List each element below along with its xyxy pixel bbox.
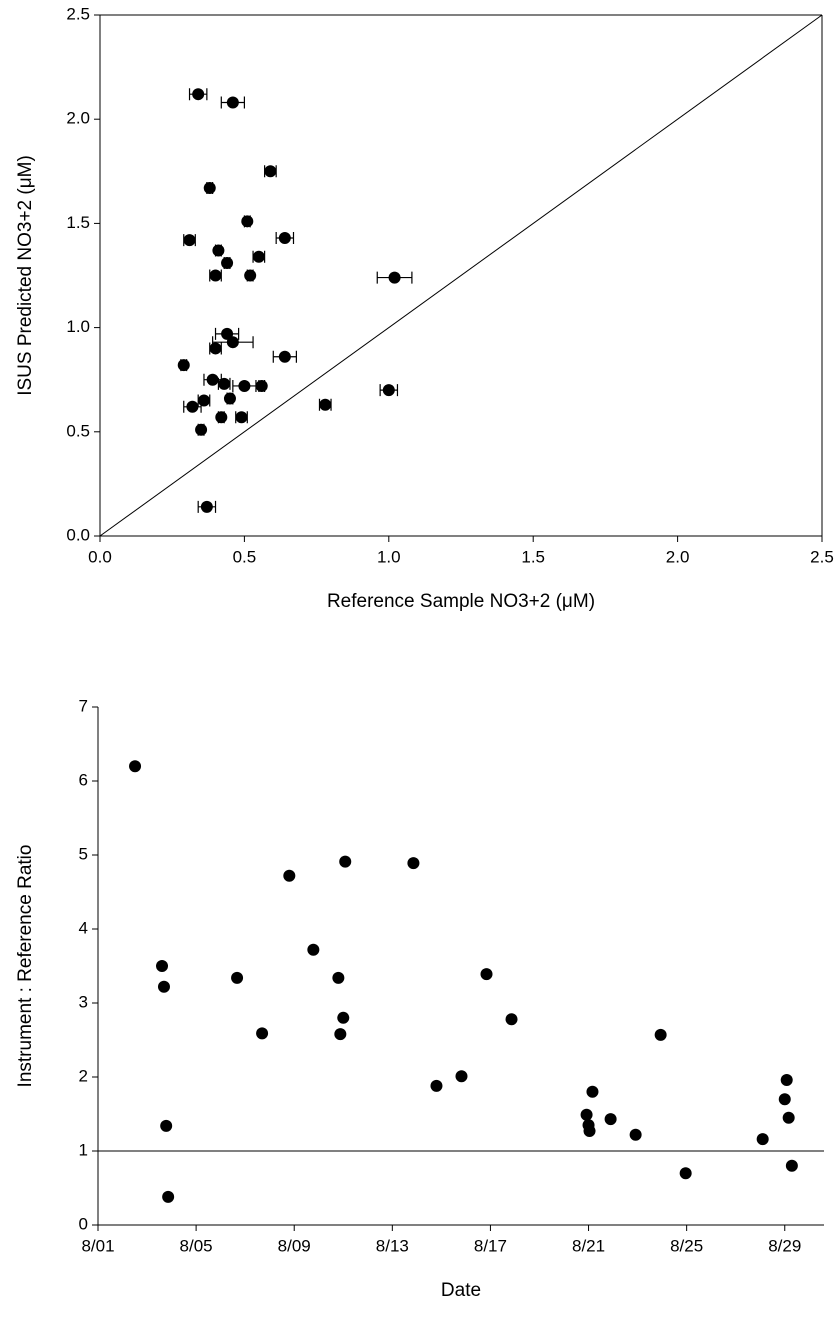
x-tick-label: 8/29: [768, 1236, 801, 1255]
point: [206, 373, 219, 386]
x-tick-label: 1.5: [521, 547, 545, 566]
point: [455, 1070, 468, 1083]
point: [278, 231, 291, 244]
point: [780, 1073, 793, 1086]
point: [407, 857, 420, 870]
point: [480, 968, 493, 981]
y-axis-label: Instrument : Reference Ratio: [15, 845, 36, 1088]
point: [785, 1159, 798, 1172]
point: [221, 256, 234, 269]
y-tick-label: 0.0: [66, 525, 90, 544]
y-tick-label: 2.5: [66, 4, 90, 23]
point: [209, 269, 222, 282]
point: [195, 423, 208, 436]
y-tick-label: 7: [79, 696, 88, 715]
point: [162, 1190, 175, 1203]
y-tick-label: 5: [79, 844, 88, 863]
y-tick-label: 2: [79, 1066, 88, 1085]
point: [319, 398, 332, 411]
point: [782, 1111, 795, 1124]
point: [388, 271, 401, 284]
x-axis-label: Reference Sample NO3+2 (μM): [327, 591, 595, 612]
point: [586, 1085, 599, 1098]
point: [238, 379, 251, 392]
y-tick-label: 3: [79, 992, 88, 1011]
point: [157, 980, 170, 993]
point: [226, 96, 239, 109]
point: [339, 855, 352, 868]
point: [430, 1079, 443, 1092]
point: [223, 392, 236, 405]
x-tick-label: 2.5: [810, 547, 834, 566]
point: [252, 250, 265, 263]
point: [221, 327, 234, 340]
y-tick-label: 6: [79, 770, 88, 789]
x-tick-label: 8/09: [278, 1236, 311, 1255]
point: [332, 971, 345, 984]
point: [209, 342, 222, 355]
point: [160, 1119, 173, 1132]
point: [177, 359, 190, 372]
point: [255, 379, 268, 392]
point: [505, 1013, 518, 1026]
point: [382, 384, 395, 397]
point: [226, 336, 239, 349]
point: [192, 88, 205, 101]
point: [129, 760, 142, 773]
x-tick-label: 8/01: [81, 1236, 114, 1255]
point: [629, 1128, 642, 1141]
point: [278, 350, 291, 363]
y-tick-label: 2.0: [66, 109, 90, 128]
point: [778, 1093, 791, 1106]
identity-line: [99, 14, 823, 537]
x-tick-label: 0.5: [233, 547, 257, 566]
point: [241, 215, 254, 228]
point: [337, 1011, 350, 1024]
point: [256, 1027, 269, 1040]
point: [679, 1167, 692, 1180]
point: [283, 869, 296, 882]
y-tick-label: 4: [79, 918, 88, 937]
point: [580, 1108, 593, 1121]
y-axis-label: ISUS Predicted NO3+2 (μM): [15, 155, 36, 396]
y-tick-label: 0.5: [66, 421, 90, 440]
point: [203, 181, 216, 194]
point: [583, 1125, 596, 1138]
x-tick-label: 2.0: [666, 547, 690, 566]
point: [264, 165, 277, 178]
y-tick-label: 1.5: [66, 213, 90, 232]
x-tick-label: 0.0: [88, 547, 112, 566]
point: [156, 960, 169, 972]
point: [186, 400, 199, 413]
x-tick-label: 8/25: [670, 1236, 703, 1255]
x-tick-label: 8/17: [474, 1236, 507, 1255]
point: [218, 377, 231, 390]
x-tick-label: 8/13: [376, 1236, 409, 1255]
point: [244, 269, 257, 282]
x-tick-label: 1.0: [377, 547, 401, 566]
point: [183, 234, 196, 247]
point: [307, 943, 320, 956]
point: [334, 1028, 347, 1041]
y-tick-label: 0: [79, 1214, 88, 1233]
point: [231, 971, 244, 984]
point: [235, 411, 248, 424]
x-tick-label: 8/05: [180, 1236, 213, 1255]
point: [212, 244, 225, 257]
point: [200, 500, 213, 513]
y-tick-label: 1.0: [66, 317, 90, 336]
y-tick-label: 1: [79, 1140, 88, 1159]
x-tick-label: 8/21: [572, 1236, 605, 1255]
point: [215, 411, 228, 424]
point: [654, 1028, 667, 1041]
point: [604, 1113, 617, 1126]
x-axis-label: Date: [441, 1280, 481, 1301]
point: [197, 394, 210, 407]
point: [756, 1133, 769, 1146]
